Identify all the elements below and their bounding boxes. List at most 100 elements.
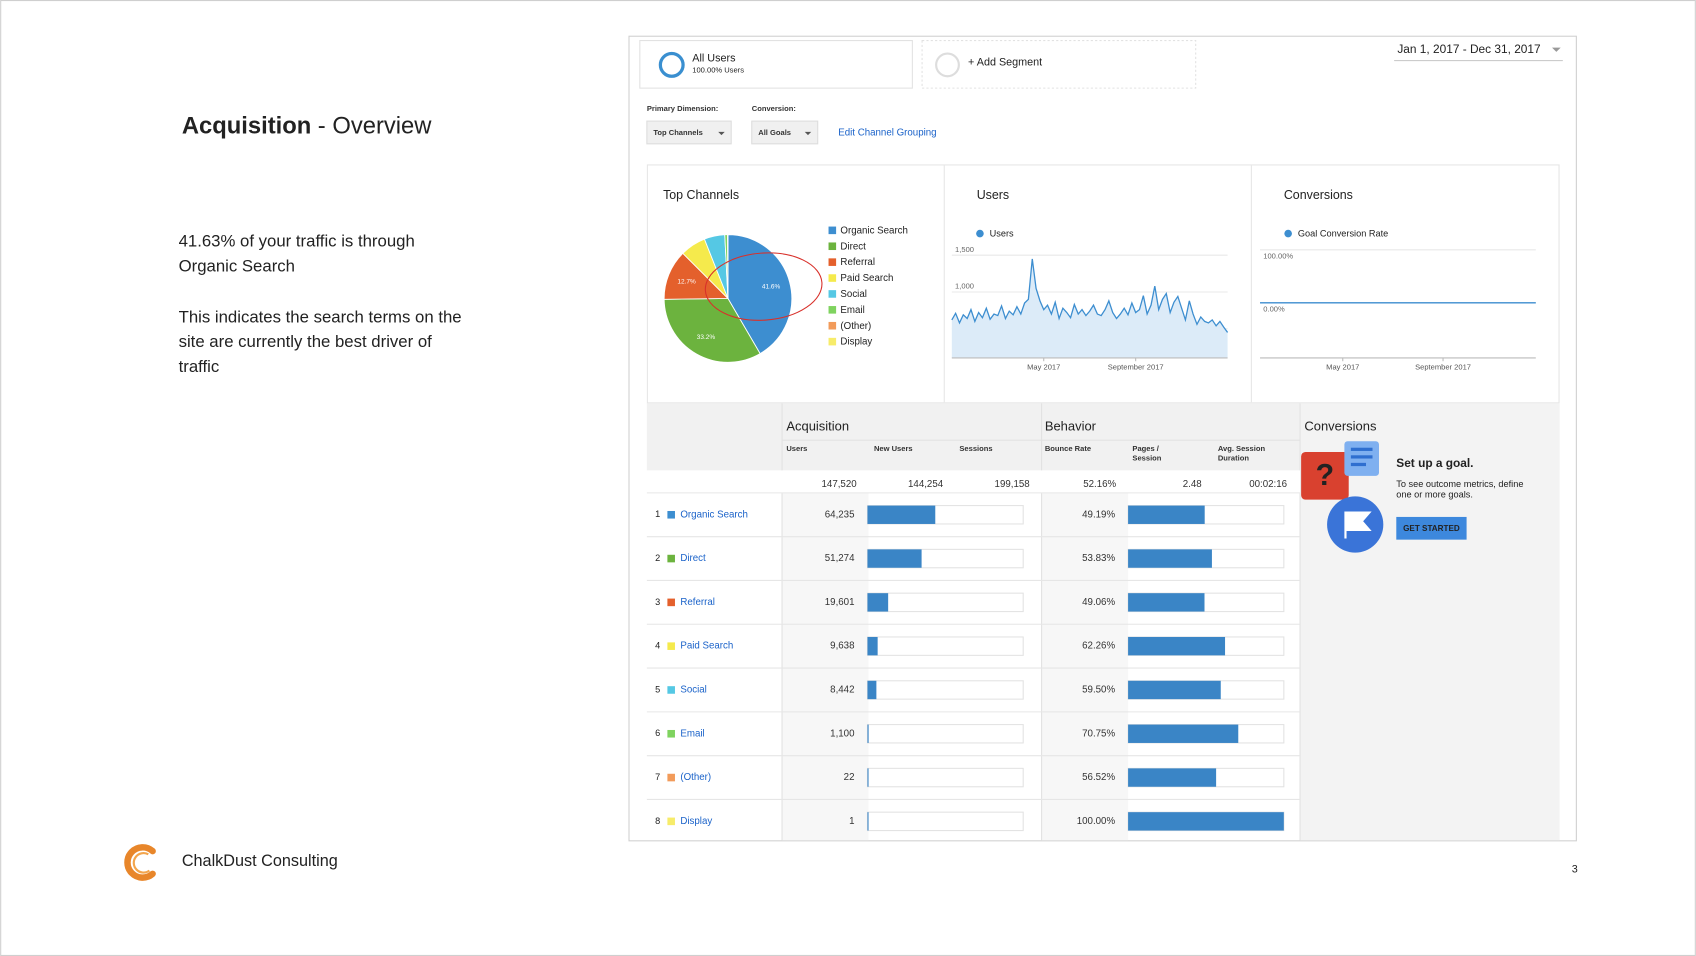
row-index: 5 — [655, 684, 660, 694]
goal-text: To see outcome metrics, define — [1396, 479, 1523, 489]
get-started-button[interactable] — [1396, 516, 1467, 540]
bounce-bar — [1128, 812, 1284, 831]
row-channel[interactable]: (Other) — [680, 772, 711, 783]
goal-title: Set up a goal. — [1396, 456, 1473, 470]
row-channel[interactable]: Social — [680, 685, 706, 696]
row-index: 3 — [655, 597, 660, 607]
legend-swatch — [828, 337, 837, 346]
paragraph-line: This indicates the search terms on the — [179, 307, 462, 326]
total-value: 199,158 — [995, 479, 1030, 490]
goal-icon-mark: ? — [1316, 459, 1335, 492]
y-tick-label: 1,500 — [955, 245, 974, 254]
bounce-value: 70.75% — [1082, 728, 1115, 739]
users-bar — [867, 593, 889, 612]
slice-label: 12.7% — [677, 278, 696, 285]
column-header: Pages / — [1132, 444, 1159, 453]
dropdown-arrow — [804, 131, 812, 136]
paragraph-line: 41.63% of your traffic is through — [179, 232, 415, 251]
users-bar — [867, 549, 922, 568]
legend-label: Social — [840, 289, 866, 300]
bar-track — [866, 811, 1024, 832]
column-header: Bounce Rate — [1045, 444, 1091, 453]
goal-icon-line — [1350, 455, 1373, 459]
dropdown[interactable] — [751, 120, 819, 145]
users-value: 19,601 — [825, 597, 855, 608]
legend-label: Email — [840, 305, 864, 316]
bounce-value: 49.06% — [1082, 597, 1115, 608]
users-bar — [867, 724, 869, 743]
legend-label: Users — [990, 229, 1014, 239]
add-segment[interactable]: + Add Segment — [968, 57, 1042, 69]
users-value: 9,638 — [830, 641, 854, 652]
x-tick-label: May 2017 — [1027, 363, 1060, 372]
line-series — [951, 258, 1229, 333]
row-index: 6 — [655, 728, 660, 738]
bar-track — [866, 680, 1024, 700]
legend-swatch — [828, 226, 837, 235]
goal-icon-red — [1301, 452, 1349, 500]
goal-icon-flag — [1344, 511, 1372, 539]
logo — [124, 844, 156, 881]
users-value: 51,274 — [825, 553, 855, 564]
bar-track — [866, 592, 1024, 613]
bounce-bar — [1128, 593, 1205, 612]
users-bar — [867, 680, 877, 700]
bounce-value: 59.50% — [1082, 685, 1115, 696]
edit-grouping-link[interactable]: Edit Channel Grouping — [838, 128, 936, 139]
row-channel[interactable]: Paid Search — [680, 641, 733, 652]
legend-swatch — [828, 306, 837, 314]
y-tick-label: 1,000 — [955, 282, 974, 291]
dropdown[interactable] — [646, 120, 732, 145]
legend-dot — [1284, 229, 1292, 238]
legend-swatch — [828, 258, 837, 266]
row-channel[interactable]: Referral — [680, 597, 715, 608]
control-label: Conversion: — [752, 104, 796, 113]
bounce-bar — [1128, 680, 1221, 700]
logo-inner — [132, 852, 151, 874]
segment-active[interactable] — [639, 40, 913, 89]
title-rest: - Overview — [318, 113, 432, 140]
row-channel[interactable]: Direct — [680, 553, 706, 564]
control-label: Primary Dimension: — [647, 104, 718, 113]
row-index: 2 — [655, 553, 660, 563]
segment-add[interactable] — [921, 40, 1197, 89]
users-value: 22 — [844, 772, 855, 783]
segment-name: All Users — [692, 52, 736, 64]
row-index: 7 — [655, 772, 660, 782]
date-range[interactable]: Jan 1, 2017 - Dec 31, 2017 — [1397, 42, 1540, 56]
page-number: 3 — [1572, 863, 1578, 875]
total-value: 147,520 — [822, 479, 858, 490]
pie-slice — [727, 234, 793, 355]
button-label: GET STARTED — [1403, 524, 1460, 533]
total-value: 144,254 — [908, 479, 944, 490]
line-area — [951, 258, 1228, 358]
slide-title: Acquisition - Overview — [182, 113, 432, 140]
column-header: Duration — [1218, 454, 1249, 463]
users-value: 64,235 — [825, 509, 855, 520]
legend-swatch — [828, 274, 837, 282]
chart-title: Users — [977, 188, 1009, 202]
bar-track — [866, 636, 1024, 656]
bar-track — [866, 767, 1024, 788]
goal-icon-line — [1350, 462, 1367, 467]
pie-slice — [663, 298, 761, 363]
users-bar — [867, 768, 869, 787]
row-channel[interactable]: Display — [680, 816, 712, 827]
goal-icon-line — [1350, 447, 1373, 451]
users-bar — [867, 505, 936, 524]
legend-label: Organic Search — [840, 225, 908, 236]
users-bar — [867, 636, 878, 656]
row-channel[interactable]: Organic Search — [680, 509, 748, 520]
legend-swatch — [828, 321, 837, 330]
legend-label: Display — [840, 337, 872, 348]
column-header: Sessions — [959, 444, 992, 453]
row-swatch — [667, 817, 675, 826]
column-header: Session — [1132, 454, 1161, 463]
slice-label: 33.2% — [697, 334, 716, 341]
legend-label: Goal Conversion Rate — [1298, 229, 1388, 239]
bar-track — [866, 724, 1024, 744]
row-channel[interactable]: Email — [680, 728, 704, 739]
dropdown-arrow — [718, 131, 725, 136]
row-index: 1 — [655, 509, 660, 519]
